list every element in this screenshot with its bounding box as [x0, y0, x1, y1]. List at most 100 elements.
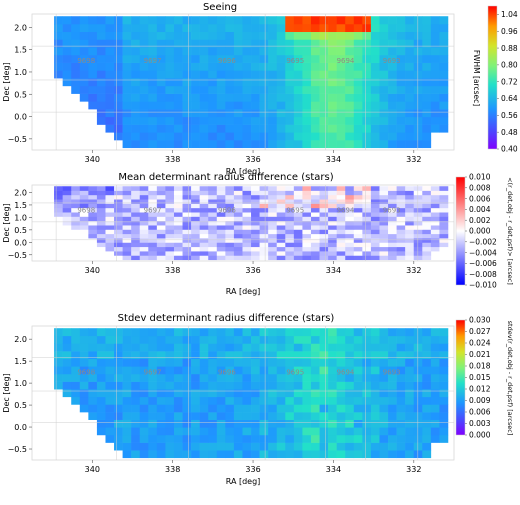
heatmap-cell: [362, 124, 372, 133]
heatmap-cell: [276, 404, 286, 413]
heatmap-cell: [405, 251, 415, 256]
heatmap-cell: [439, 116, 449, 125]
heatmap-cell: [345, 194, 355, 200]
heatmap-cell: [148, 225, 158, 230]
heatmap-cell: [362, 47, 372, 56]
heatmap-cell: [165, 212, 175, 217]
y-ticks: −0.50.00.51.01.52.0: [8, 335, 32, 454]
heatmap-cell: [268, 39, 278, 48]
heatmap-cell: [422, 132, 432, 141]
heatmap-cell: [388, 396, 397, 405]
heatmap-cell: [422, 233, 432, 239]
heatmap-cell: [353, 351, 363, 359]
heatmap-cell: [353, 225, 363, 230]
heatmap-cell: [173, 199, 183, 204]
heatmap-cell: [396, 404, 406, 413]
heatmap-cell: [242, 194, 252, 200]
heatmap-cell: [405, 434, 415, 443]
heatmap-cell: [370, 116, 380, 125]
heatmap-cell: [122, 109, 132, 118]
heatmap-cell: [79, 199, 89, 204]
heatmap-cell: [370, 343, 380, 352]
heatmap-cell: [353, 93, 363, 102]
heatmap-cell: [268, 251, 278, 256]
heatmap-cell: [319, 328, 329, 337]
heatmap-cell: [62, 381, 72, 390]
heatmap-cell: [88, 190, 98, 196]
heatmap-cell: [242, 23, 252, 33]
heatmap-cell: [388, 412, 397, 420]
heatmap-cell: [422, 351, 432, 359]
heatmap-cell: [251, 335, 260, 344]
heatmap-cell: [430, 412, 440, 420]
heatmap-cells: [54, 328, 449, 459]
heatmap-cell: [422, 190, 432, 196]
heatmap-cell: [276, 16, 286, 25]
heatmap-cell: [362, 255, 372, 261]
heatmap-cell: [233, 212, 243, 217]
heatmap-cell: [388, 23, 397, 33]
heatmap-cell: [293, 389, 303, 398]
heatmap-cell: [285, 70, 295, 79]
heatmap-cell: [336, 207, 346, 213]
heatmap-cell: [148, 194, 158, 200]
heatmap-cell: [54, 381, 63, 390]
heatmap-cell: [165, 412, 175, 420]
heatmap-cell: [156, 78, 166, 87]
heatmap-cell: [319, 238, 329, 243]
heatmap-cell: [422, 47, 432, 56]
heatmap-cell: [259, 16, 269, 25]
heatmap-cell: [379, 427, 389, 436]
heatmap-cell: [79, 47, 89, 56]
heatmap-cell: [379, 229, 389, 235]
heatmap-cell: [388, 366, 397, 375]
heatmap-cell: [293, 427, 303, 436]
heatmap-cell: [156, 381, 166, 390]
heatmap-cell: [276, 199, 286, 204]
heatmap-cell: [131, 220, 141, 226]
panel-stdev-radius-diff: Stdev determinant radius difference (sta…: [2, 313, 514, 486]
heatmap-cell: [156, 124, 166, 133]
heatmap-cell: [319, 93, 329, 102]
colorbar-tick-label: 0.030: [469, 316, 491, 325]
heatmap-cell: [233, 396, 243, 405]
heatmap-cell: [268, 328, 278, 337]
heatmap-cell: [439, 412, 449, 420]
heatmap-cell: [379, 23, 389, 33]
colorbar-tick-label: 0.40: [501, 145, 518, 154]
heatmap-cell: [362, 251, 372, 256]
heatmap-cell: [422, 434, 432, 443]
heatmap-cell: [422, 358, 432, 367]
heatmap-cell: [131, 199, 141, 204]
heatmap-cell: [182, 212, 192, 217]
heatmap-cell: [165, 199, 175, 204]
heatmap-cell: [165, 343, 175, 352]
colorbar-tick-label: −0.002: [469, 238, 497, 247]
heatmap-cell: [182, 190, 192, 196]
heatmap-cell: [225, 251, 235, 256]
heatmap-cell: [71, 31, 81, 40]
heatmap-cell: [139, 216, 149, 222]
heatmap-cell: [379, 85, 389, 94]
heatmap-cell: [259, 404, 269, 413]
heatmap-cell: [268, 216, 278, 222]
heatmap-cell: [302, 343, 312, 352]
heatmap-cell: [285, 404, 295, 413]
heatmap-cell: [79, 207, 89, 213]
heatmap-cell: [268, 212, 278, 217]
heatmap-cell: [370, 442, 380, 451]
heatmap-cell: [422, 78, 432, 87]
heatmap-cell: [251, 246, 260, 252]
heatmap-cell: [62, 16, 72, 25]
heatmap-cell: [233, 351, 243, 359]
heatmap-cell: [439, 220, 449, 226]
heatmap-cell: [208, 238, 218, 243]
heatmap-cell: [285, 190, 295, 196]
heatmap-cell: [199, 427, 209, 436]
heatmap-cell: [276, 132, 286, 141]
heatmap-cell: [79, 85, 89, 94]
tract-label: 9693: [383, 368, 401, 376]
heatmap-cell: [148, 396, 158, 405]
heatmap-cell: [328, 396, 337, 405]
heatmap-cell: [396, 233, 406, 239]
